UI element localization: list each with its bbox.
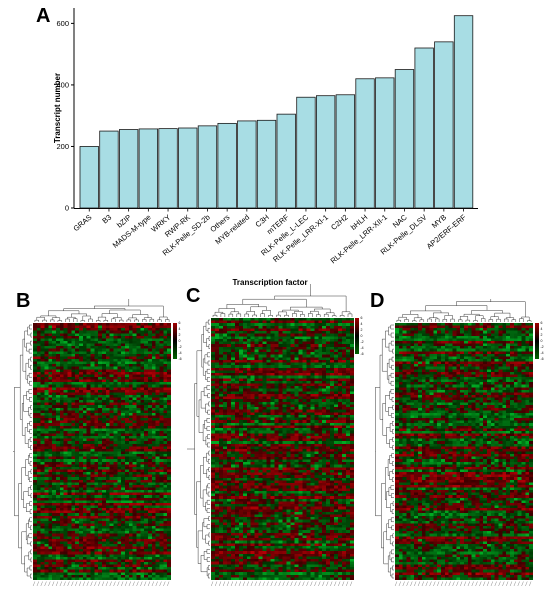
color-scale-label: 6 <box>541 321 543 325</box>
bar <box>296 96 316 209</box>
color-scale-label: 0 <box>179 339 181 343</box>
color-scale-label: 4 <box>179 327 181 331</box>
bar <box>138 128 159 209</box>
bar <box>99 130 119 209</box>
color-scale-bar <box>355 318 359 354</box>
row-dendrogram <box>13 324 32 579</box>
color-scale-label: -2 <box>541 345 544 349</box>
color-scale-label: 2 <box>361 328 363 332</box>
color-scale-label: -6 <box>541 357 544 361</box>
color-scale-label: 0 <box>361 334 363 338</box>
color-scale-label: -4 <box>361 346 364 350</box>
color-scale-label: 2 <box>541 333 543 337</box>
row-dendrogram <box>187 319 210 579</box>
bar <box>315 95 336 209</box>
x-tick-label: C2H2 <box>329 213 349 232</box>
bar <box>434 41 454 209</box>
bar <box>217 122 237 209</box>
column-dendrogram <box>396 299 532 322</box>
color-scale-bar <box>535 323 539 359</box>
bar <box>158 128 178 209</box>
bar <box>197 125 218 209</box>
color-scale-label: -2 <box>361 340 364 344</box>
heatmap-b: 6 4 2 0 -2 -4 -6 <box>13 299 182 587</box>
color-scale-label: 6 <box>361 316 363 320</box>
color-scale-label: -6 <box>179 357 182 361</box>
column-dendrogram <box>34 299 170 322</box>
color-scale-label: -4 <box>541 351 544 355</box>
sample-labels <box>394 581 532 587</box>
column-dendrogram <box>212 284 353 317</box>
bar <box>237 120 257 209</box>
bar <box>178 127 198 209</box>
x-tick-label: GRAS <box>71 213 93 234</box>
sample-labels <box>211 581 353 587</box>
color-scale-label: 6 <box>179 321 181 325</box>
y-tick-label: 200 <box>56 142 69 151</box>
panel-b-label: B <box>16 290 30 312</box>
panel-c-label: C <box>186 285 200 307</box>
x-axis-title: Transcription factor <box>232 278 307 287</box>
color-scale-label: 4 <box>541 327 543 331</box>
bar <box>453 15 474 209</box>
heatmap-cells <box>211 318 355 581</box>
bar <box>394 69 415 209</box>
bar <box>414 47 434 209</box>
panel-a-label: A <box>36 5 50 27</box>
bar <box>375 77 395 209</box>
color-scale-label: 2 <box>179 333 181 337</box>
color-scale-label: -6 <box>361 352 364 356</box>
bar <box>276 113 296 209</box>
panel-d-label: D <box>370 290 384 312</box>
row-dendrogram <box>375 324 394 579</box>
bar <box>119 129 139 209</box>
bar <box>335 94 356 209</box>
heatmap-c: 6 4 2 0 -2 -4 -6 <box>187 284 364 587</box>
color-scale-bar <box>173 323 177 359</box>
y-tick-label: 600 <box>56 19 69 28</box>
bar <box>355 78 375 209</box>
heatmap-cells <box>33 323 172 581</box>
heatmap-d: 6 4 2 0 -2 -4 -6 <box>375 299 544 587</box>
y-tick-label: 0 <box>65 204 69 213</box>
color-scale-label: 0 <box>541 339 543 343</box>
color-scale-label: 4 <box>361 322 363 326</box>
bar <box>256 119 277 209</box>
y-tick-label: 400 <box>56 80 69 89</box>
x-tick-label: B3 <box>100 213 113 226</box>
color-scale-label: -2 <box>179 345 182 349</box>
sample-labels <box>32 581 170 587</box>
y-axis-title: Transcript number <box>53 73 62 143</box>
bar <box>79 146 99 209</box>
color-scale-label: -4 <box>179 351 182 355</box>
heatmap-cells <box>395 323 534 581</box>
